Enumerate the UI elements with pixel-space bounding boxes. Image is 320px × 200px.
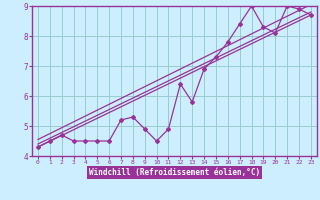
X-axis label: Windchill (Refroidissement éolien,°C): Windchill (Refroidissement éolien,°C) <box>89 168 260 177</box>
